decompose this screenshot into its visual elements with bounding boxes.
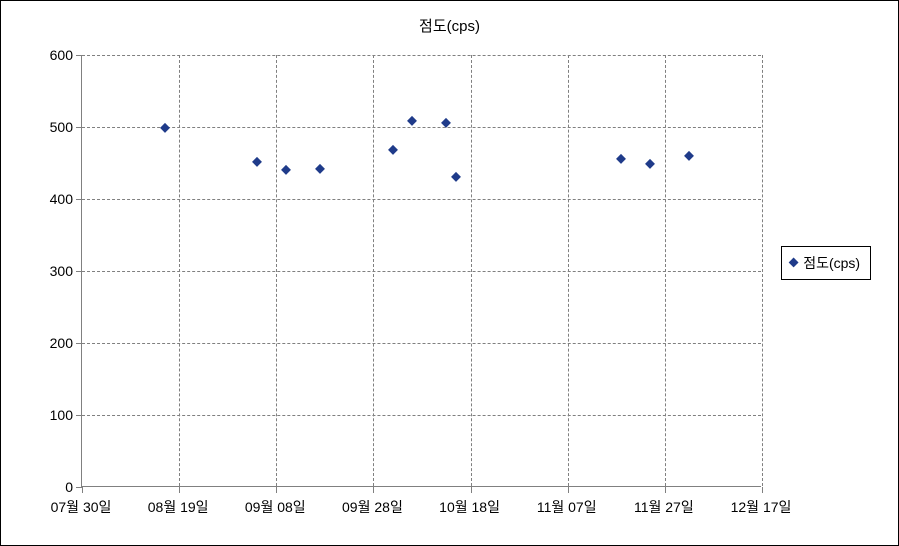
x-tick [471,487,472,493]
x-tick [762,487,763,493]
x-axis-label: 11월 27일 [634,497,694,517]
x-axis-label: 08월 19일 [148,497,209,517]
data-point [159,123,169,133]
y-tick [76,343,82,344]
y-axis-label: 0 [33,479,73,495]
data-point [645,159,655,169]
x-axis-label: 12월 17일 [731,497,792,517]
y-tick [76,415,82,416]
x-gridline [471,55,472,486]
legend-label: 점도(cps) [803,253,860,273]
x-axis-label: 10월 18일 [439,497,500,517]
y-axis-label: 200 [33,335,73,351]
x-tick [665,487,666,493]
x-tick [568,487,569,493]
y-axis-label: 400 [33,191,73,207]
data-point [684,151,694,161]
data-point [451,172,461,182]
x-tick [82,487,83,493]
legend-box: 점도(cps) [781,246,871,280]
data-point [388,145,398,155]
data-point [281,165,291,175]
y-axis-label: 600 [33,47,73,63]
plot-area [81,55,761,487]
y-tick [76,271,82,272]
y-gridline [82,415,761,416]
chart-title: 점도(cps) [1,15,898,36]
y-gridline [82,199,761,200]
y-gridline [82,127,761,128]
y-axis-label: 500 [33,119,73,135]
x-tick [373,487,374,493]
x-tick [179,487,180,493]
y-gridline [82,343,761,344]
data-point [315,164,325,174]
x-axis-label: 09월 28일 [342,497,403,517]
y-tick [76,55,82,56]
data-point [616,154,626,164]
x-tick [276,487,277,493]
y-tick [76,127,82,128]
x-axis-label: 07월 30일 [51,497,112,517]
data-point [252,156,262,166]
x-gridline [665,55,666,486]
x-gridline [276,55,277,486]
x-gridline [568,55,569,486]
y-axis-label: 100 [33,407,73,423]
y-tick [76,199,82,200]
legend-marker-icon [789,258,799,268]
x-gridline [179,55,180,486]
x-gridline [373,55,374,486]
x-gridline [762,55,763,486]
data-point [407,116,417,126]
chart-container: 점도(cps) 점도(cps) 0 100 200 300 400 500 600 07월 3… [0,0,899,546]
y-axis-label: 300 [33,263,73,279]
x-axis-label: 11월 07일 [537,497,597,517]
y-gridline [82,55,761,56]
x-axis-label: 09월 08일 [245,497,306,517]
y-gridline [82,271,761,272]
